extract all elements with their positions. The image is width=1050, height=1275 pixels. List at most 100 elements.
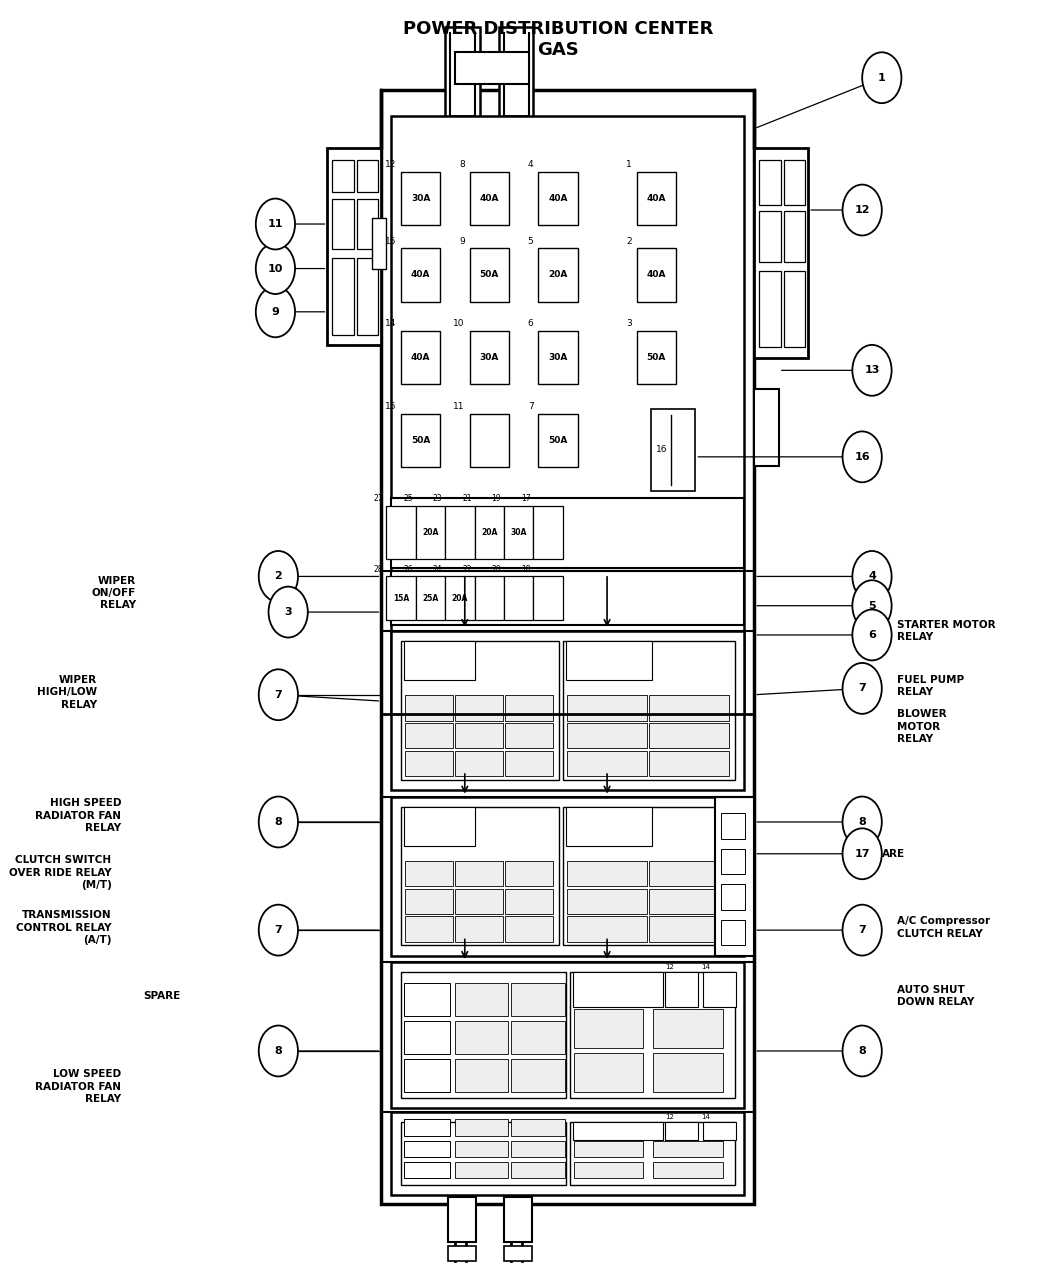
Bar	[666, 1122, 698, 1140]
Bar	[567, 861, 647, 886]
Bar	[759, 161, 781, 205]
Text: TRANSMISSION
CONTROL RELAY
(A/T): TRANSMISSION CONTROL RELAY (A/T)	[16, 910, 111, 945]
Circle shape	[862, 52, 902, 103]
Text: 40A: 40A	[411, 270, 430, 279]
Bar	[649, 917, 729, 941]
Text: 3: 3	[626, 319, 632, 329]
Text: STARTER MOTOR
RELAY: STARTER MOTOR RELAY	[897, 620, 995, 643]
Bar	[404, 1162, 450, 1178]
Bar	[455, 889, 503, 914]
Circle shape	[842, 1025, 882, 1076]
Text: 50A: 50A	[647, 353, 666, 362]
Bar	[392, 116, 744, 714]
Bar	[572, 1122, 664, 1140]
Bar	[455, 1119, 508, 1136]
Bar	[649, 751, 729, 776]
Bar	[539, 332, 578, 384]
Bar	[405, 695, 453, 720]
Text: POWER DISTRIBUTION CENTER: POWER DISTRIBUTION CENTER	[403, 20, 713, 38]
Bar	[386, 506, 416, 560]
Text: 7: 7	[274, 926, 282, 935]
Circle shape	[269, 586, 308, 638]
Text: 30A: 30A	[510, 528, 527, 537]
Bar	[567, 723, 647, 748]
Bar	[392, 631, 744, 790]
Circle shape	[258, 551, 298, 602]
Bar	[455, 917, 503, 941]
Bar	[469, 332, 509, 384]
Bar	[416, 506, 445, 560]
Text: 12: 12	[384, 161, 396, 170]
Bar	[649, 861, 729, 886]
Circle shape	[853, 580, 891, 631]
Text: A/C Compressor
CLUTCH RELAY: A/C Compressor CLUTCH RELAY	[897, 917, 990, 938]
Bar	[754, 148, 808, 357]
Bar	[653, 1053, 723, 1091]
Text: SPARE: SPARE	[143, 991, 181, 1001]
Bar	[567, 695, 647, 720]
Bar	[332, 161, 354, 193]
Bar	[386, 576, 416, 620]
Text: 25: 25	[403, 495, 413, 504]
Bar	[404, 807, 475, 845]
Text: 1: 1	[878, 73, 886, 83]
Bar	[653, 1141, 723, 1156]
Text: 14: 14	[384, 319, 396, 329]
Text: 17: 17	[855, 849, 870, 859]
Text: 40A: 40A	[548, 194, 568, 203]
Bar	[511, 1119, 565, 1136]
Bar	[653, 1009, 723, 1048]
Bar	[567, 889, 647, 914]
Bar	[721, 921, 745, 945]
Bar	[573, 1141, 644, 1156]
Text: 1: 1	[626, 161, 632, 170]
Bar	[455, 52, 528, 84]
Text: 20A: 20A	[452, 594, 468, 603]
Bar	[405, 751, 453, 776]
Bar	[649, 695, 729, 720]
Bar	[357, 199, 378, 250]
Bar	[505, 917, 553, 941]
Text: 23: 23	[433, 495, 442, 504]
Bar	[651, 408, 695, 491]
Bar	[511, 1021, 565, 1054]
Bar	[499, 27, 533, 122]
Bar	[704, 972, 736, 1007]
Text: 11: 11	[268, 219, 284, 230]
Bar	[392, 961, 744, 1108]
Bar	[404, 1021, 450, 1054]
Bar	[505, 723, 553, 748]
Text: 12: 12	[666, 964, 674, 969]
Bar	[759, 212, 781, 263]
Bar	[504, 1197, 531, 1242]
Text: 15: 15	[384, 402, 396, 411]
Bar	[455, 751, 503, 776]
Text: 25A: 25A	[422, 594, 439, 603]
Text: 21: 21	[462, 495, 471, 504]
Text: 11: 11	[454, 402, 465, 411]
Bar	[504, 506, 533, 560]
Text: 50A: 50A	[480, 270, 499, 279]
Bar	[332, 259, 354, 335]
Bar	[392, 497, 744, 567]
Text: GAS: GAS	[538, 41, 579, 59]
Bar	[511, 983, 565, 1016]
Bar	[469, 249, 509, 302]
Circle shape	[853, 346, 891, 395]
Text: 18: 18	[521, 565, 530, 574]
Text: 15: 15	[384, 237, 396, 246]
Circle shape	[842, 905, 882, 955]
Text: WIPER
HIGH/LOW
RELAY: WIPER HIGH/LOW RELAY	[37, 674, 97, 710]
Bar	[704, 1122, 736, 1140]
Text: 6: 6	[528, 319, 533, 329]
Text: 7: 7	[528, 402, 533, 411]
Text: 40A: 40A	[480, 194, 499, 203]
Bar	[450, 116, 475, 131]
Text: 17: 17	[521, 495, 530, 504]
Bar	[504, 1246, 531, 1261]
Bar	[416, 576, 445, 620]
Bar	[469, 172, 509, 226]
Text: 4: 4	[868, 571, 876, 581]
Bar	[721, 849, 745, 875]
Text: 2: 2	[626, 237, 632, 246]
